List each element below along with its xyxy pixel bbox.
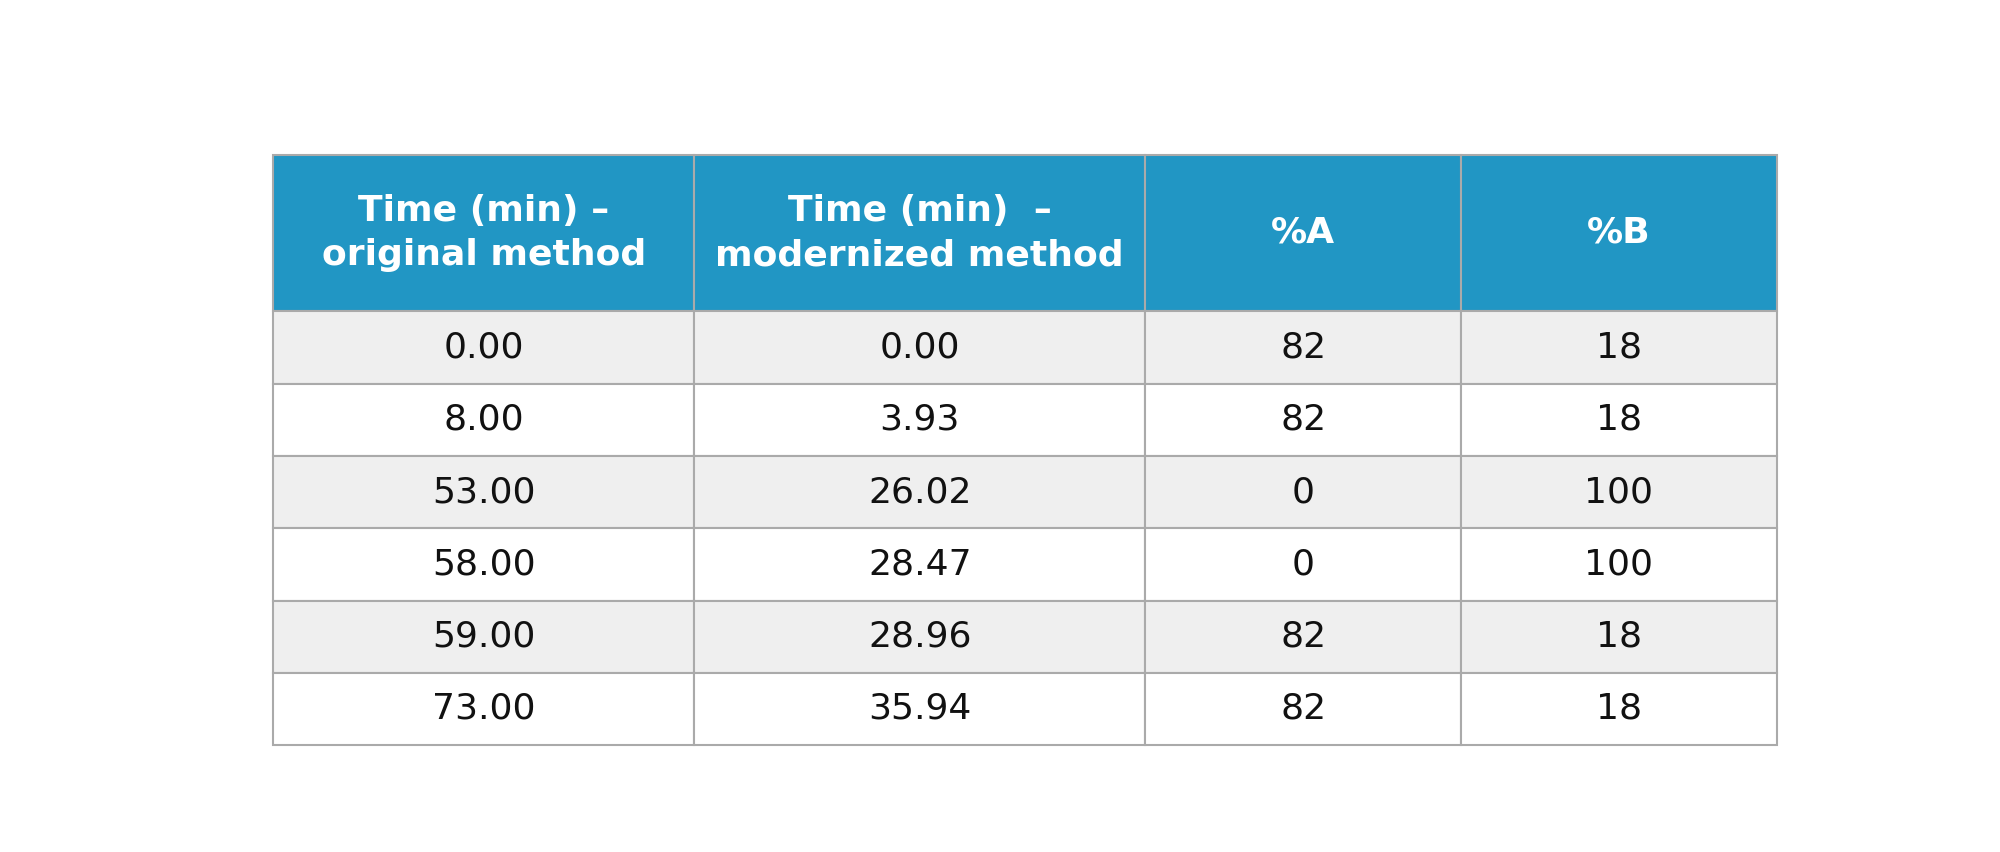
Bar: [1462, 673, 1776, 746]
Bar: [274, 673, 694, 746]
Text: Time (min) –
original method: Time (min) – original method: [322, 193, 646, 273]
Text: %A: %A: [1272, 216, 1336, 250]
Text: 28.47: 28.47: [868, 547, 972, 581]
Bar: [274, 456, 694, 528]
Bar: [694, 311, 1146, 383]
Text: 28.96: 28.96: [868, 619, 972, 653]
Bar: [1462, 383, 1776, 456]
Bar: [1462, 155, 1776, 311]
Text: 0.00: 0.00: [444, 331, 524, 365]
Text: 3.93: 3.93: [880, 403, 960, 437]
Text: 100: 100: [1584, 475, 1654, 509]
Text: 0: 0: [1292, 475, 1314, 509]
Text: 59.00: 59.00: [432, 619, 536, 653]
Text: 8.00: 8.00: [444, 403, 524, 437]
Bar: [274, 383, 694, 456]
Text: 100: 100: [1584, 547, 1654, 581]
Text: 82: 82: [1280, 692, 1326, 726]
Bar: [1146, 601, 1462, 673]
Bar: [1462, 311, 1776, 383]
Text: 82: 82: [1280, 331, 1326, 365]
Text: 0.00: 0.00: [880, 331, 960, 365]
Text: 73.00: 73.00: [432, 692, 536, 726]
Bar: [274, 155, 694, 311]
Text: 53.00: 53.00: [432, 475, 536, 509]
Text: 26.02: 26.02: [868, 475, 972, 509]
Bar: [1146, 456, 1462, 528]
Text: 18: 18: [1596, 619, 1642, 653]
Bar: [1146, 528, 1462, 601]
Bar: [1146, 383, 1462, 456]
Bar: [1146, 673, 1462, 746]
Bar: [1462, 528, 1776, 601]
Bar: [274, 528, 694, 601]
Text: 18: 18: [1596, 403, 1642, 437]
Text: 82: 82: [1280, 619, 1326, 653]
Text: 18: 18: [1596, 692, 1642, 726]
Text: Time (min)  –
modernized method: Time (min) – modernized method: [716, 193, 1124, 273]
Bar: [274, 601, 694, 673]
Bar: [1146, 311, 1462, 383]
Bar: [1462, 456, 1776, 528]
Bar: [1462, 601, 1776, 673]
Bar: [694, 528, 1146, 601]
Text: 18: 18: [1596, 331, 1642, 365]
Text: 82: 82: [1280, 403, 1326, 437]
Bar: [694, 601, 1146, 673]
Bar: [1146, 155, 1462, 311]
Bar: [694, 673, 1146, 746]
Bar: [694, 155, 1146, 311]
Text: 35.94: 35.94: [868, 692, 972, 726]
Text: 0: 0: [1292, 547, 1314, 581]
Bar: [694, 383, 1146, 456]
Bar: [274, 311, 694, 383]
Text: %B: %B: [1588, 216, 1650, 250]
Text: 58.00: 58.00: [432, 547, 536, 581]
Bar: [694, 456, 1146, 528]
